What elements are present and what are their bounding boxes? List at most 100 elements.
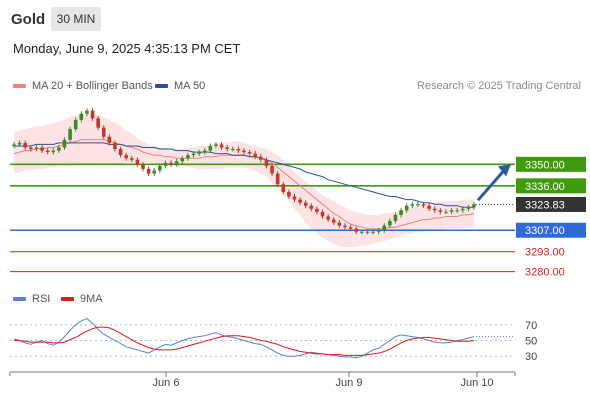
- candle-body: [197, 152, 201, 154]
- candle-body: [287, 191, 291, 197]
- candle-body: [348, 227, 353, 229]
- legend-ma20-label: MA 20 + Bollinger Bands: [32, 80, 153, 92]
- candle-body: [68, 129, 72, 140]
- candle-body: [376, 230, 381, 232]
- legend-ma50: MA 50: [155, 80, 205, 92]
- candle-body: [270, 165, 274, 174]
- candle-body: [466, 207, 471, 209]
- candle-body: [118, 149, 123, 156]
- candle-body: [180, 158, 185, 162]
- rsi-swatch: [13, 297, 26, 302]
- candle-body: [264, 159, 269, 166]
- rsi-ma-line: [14, 326, 475, 356]
- candle-body: [113, 142, 117, 150]
- x-label-Jun 9: Jun 9: [336, 377, 363, 389]
- candle-body: [388, 221, 392, 226]
- candle-body: [427, 205, 431, 209]
- candle-body: [298, 199, 302, 203]
- candle-body: [152, 170, 157, 174]
- legend-rsi: RSI: [13, 293, 50, 305]
- candle-body: [96, 118, 100, 128]
- candle-body: [219, 144, 224, 148]
- candle-body: [141, 164, 145, 169]
- candle-body: [444, 211, 448, 213]
- candle-body: [29, 147, 33, 150]
- candle-body: [90, 110, 95, 119]
- toolbar: Gold 30 MIN: [0, 0, 590, 38]
- candle-body: [292, 196, 297, 200]
- legend-ma50-label: MA 50: [174, 80, 206, 92]
- candle-body: [337, 222, 342, 226]
- candle-body: [259, 156, 263, 160]
- forecast-arrow-shaft: [476, 168, 507, 202]
- rsi-tick-30: 30: [525, 351, 537, 363]
- candle-body: [275, 173, 280, 185]
- candle-body: [365, 231, 370, 233]
- rsi-line: [13, 317, 475, 359]
- candle-body: [320, 211, 325, 217]
- candle-body: [124, 155, 128, 159]
- level-box-3307.00: [516, 222, 586, 238]
- credit-text: Research © 2025 Trading Central: [416, 80, 581, 92]
- candle-body: [146, 168, 151, 174]
- level-label-3350.00: 3350.00: [525, 159, 565, 171]
- candle-body: [236, 149, 241, 151]
- bollinger-band: [14, 113, 474, 248]
- level-box-3336.00: [516, 178, 586, 194]
- candle-body: [12, 144, 16, 146]
- candle-body: [410, 204, 415, 206]
- candle-body: [303, 202, 308, 206]
- candle-body: [416, 204, 420, 206]
- candle-body: [281, 184, 286, 192]
- candle-body: [230, 149, 235, 151]
- candle-body: [191, 153, 196, 156]
- ma50-line: [14, 142, 474, 208]
- rsi-tick-70: 70: [525, 320, 537, 332]
- candle-body: [158, 165, 162, 171]
- candle-body: [23, 142, 28, 148]
- candle-body: [309, 205, 314, 209]
- candle-body: [34, 147, 39, 150]
- candle-body: [163, 162, 168, 166]
- candle-body: [326, 216, 330, 220]
- candle-body: [85, 110, 89, 114]
- candle-body: [382, 225, 387, 231]
- legend-ma20: MA 20 + Bollinger Bands: [13, 80, 153, 92]
- candle-body: [449, 210, 454, 212]
- candle-body: [399, 210, 403, 215]
- candle-body: [45, 150, 50, 153]
- level-label-3307.00: 3307.00: [525, 225, 565, 237]
- candle-body: [343, 225, 347, 228]
- candle-body: [315, 208, 319, 212]
- candle-body: [186, 155, 190, 159]
- candle-body: [208, 145, 213, 151]
- candle-body: [460, 208, 465, 211]
- candle-body: [242, 150, 246, 153]
- candle-body: [393, 214, 398, 222]
- candle-body: [135, 159, 140, 165]
- chart-datetime: Monday, June 9, 2025 4:35:13 PM CET: [13, 41, 241, 56]
- candle-body: [79, 113, 84, 120]
- candle-body: [51, 150, 56, 153]
- candle-body: [174, 161, 179, 165]
- level-label-3323.83: 3323.83: [525, 199, 565, 211]
- candle-body: [421, 204, 426, 206]
- ma50-swatch: [155, 84, 168, 89]
- instrument-title: Gold: [11, 11, 46, 28]
- candle-body: [62, 139, 67, 148]
- ma20-swatch: [13, 84, 26, 89]
- candle-body: [253, 153, 258, 157]
- level-box-3350.00: [516, 156, 586, 172]
- level-box-3323.83: [516, 196, 586, 212]
- candle-body: [40, 147, 44, 151]
- candle-body: [354, 228, 358, 232]
- candle-body: [455, 210, 459, 212]
- legend-rsi-ma: 9MA: [61, 293, 103, 305]
- level-label-3336.00: 3336.00: [525, 181, 565, 193]
- level-label-3280.00: 3280.00: [525, 267, 565, 279]
- candle-body: [202, 150, 207, 153]
- legend-rsi-label: RSI: [32, 293, 51, 305]
- timeframe-button[interactable]: 30 MIN: [51, 7, 101, 31]
- candle-body: [107, 136, 112, 143]
